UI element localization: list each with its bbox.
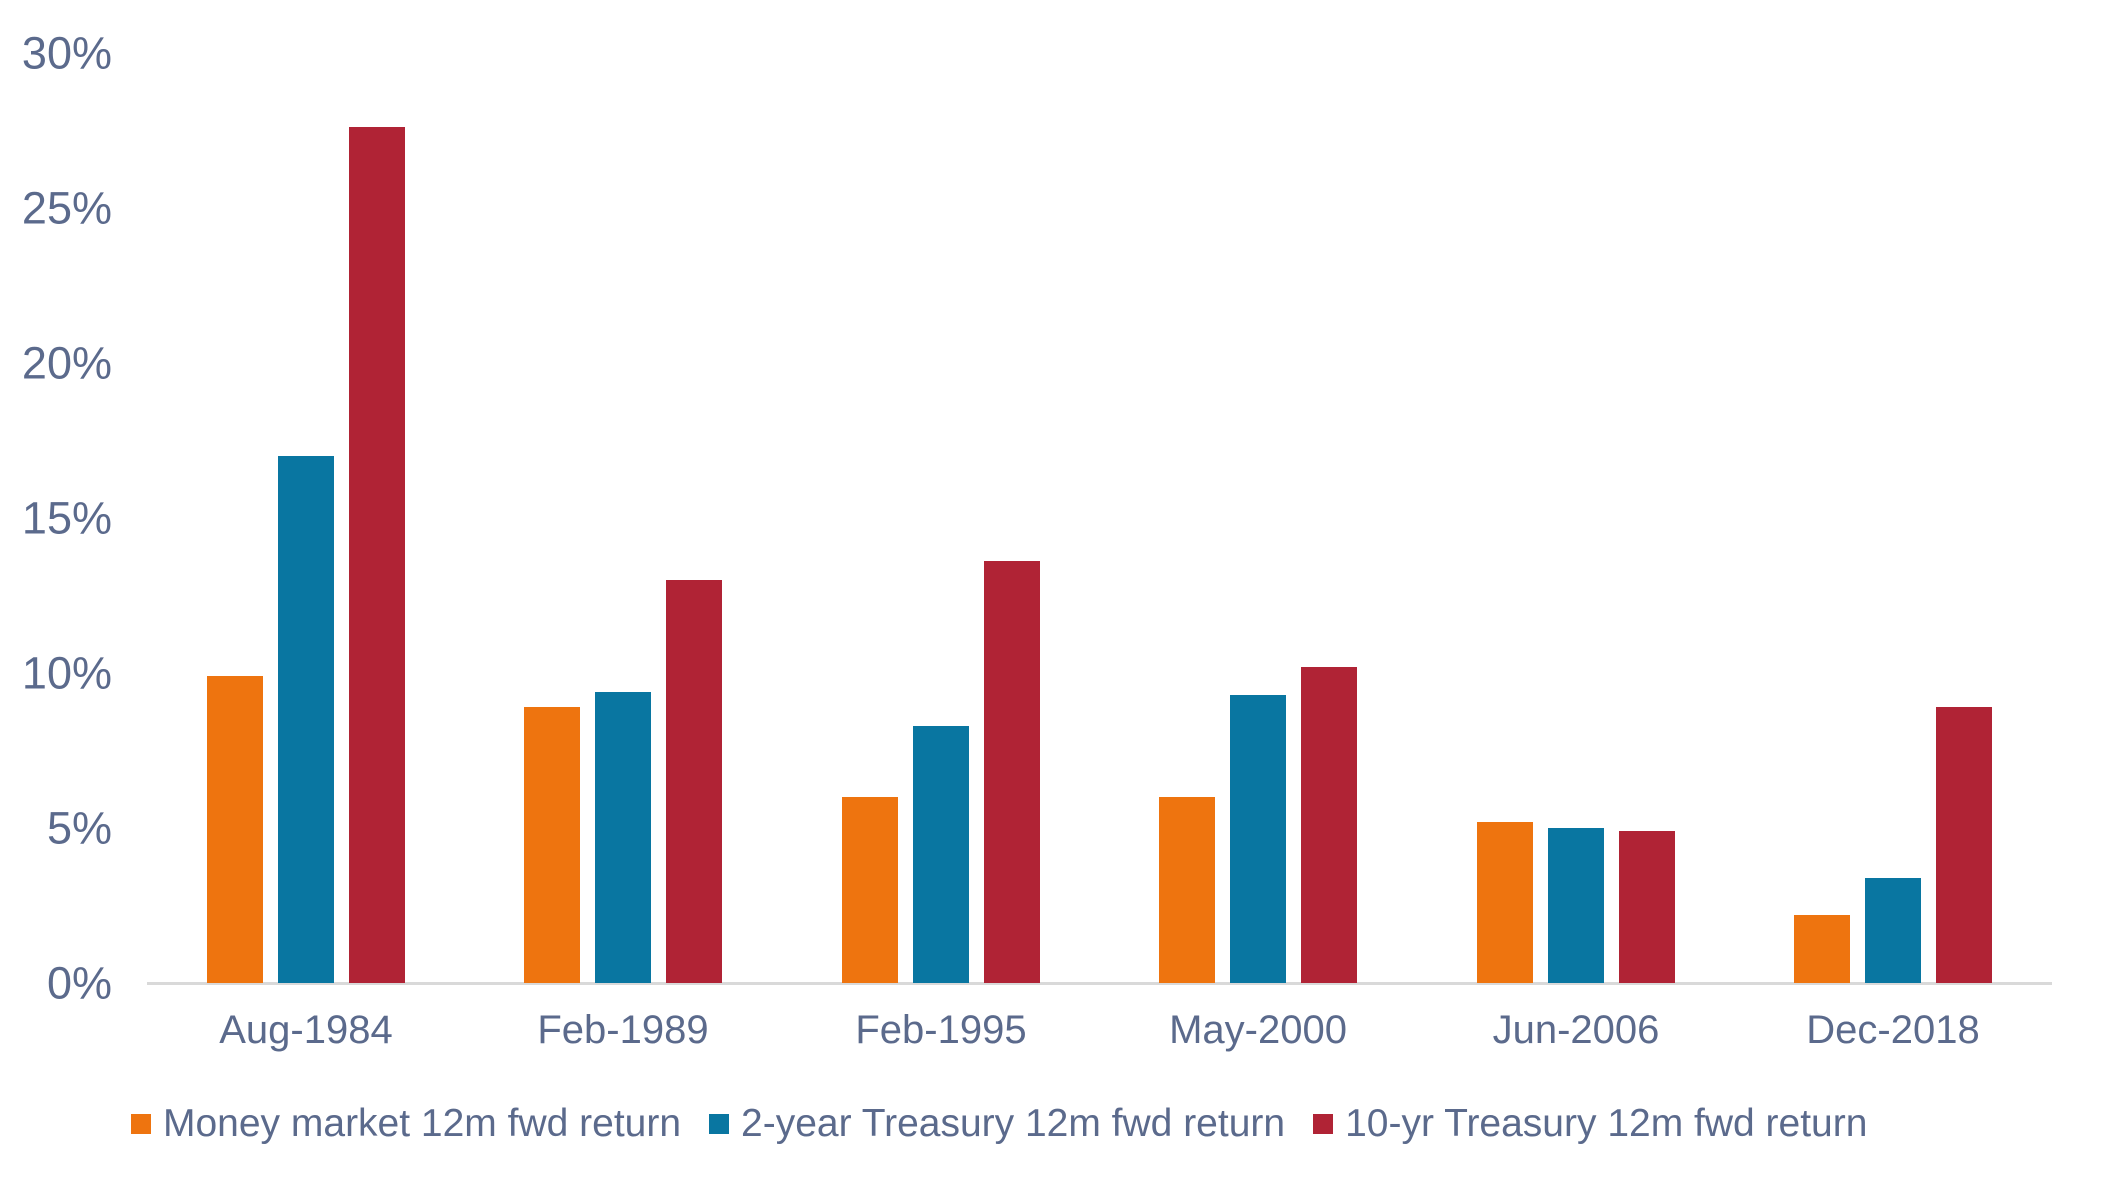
y-tick-label: 15% [21, 492, 112, 544]
y-tick-label: 0% [46, 957, 112, 1009]
legend: Money market 12m fwd return 2-year Treasu… [131, 1100, 1867, 1148]
legend-color-swatch-icon [131, 1114, 151, 1134]
x-category-label: Feb-1995 [855, 1008, 1027, 1052]
x-category-label: Dec-2018 [1806, 1008, 1980, 1052]
bar [1159, 797, 1215, 983]
y-tick-label: 25% [21, 182, 112, 234]
y-tick-label: 10% [21, 647, 112, 699]
bar [1619, 831, 1675, 983]
x-category-label: Jun-2006 [1492, 1008, 1660, 1052]
legend-item: 10-yr Treasury 12m fwd return [1313, 1100, 1867, 1148]
bar [1794, 915, 1850, 983]
y-tick-label: 5% [46, 802, 112, 854]
legend-color-swatch-icon [709, 1114, 730, 1134]
x-category-label: Aug-1984 [219, 1008, 393, 1052]
bar [595, 692, 651, 983]
bar [1548, 828, 1604, 983]
bar [913, 726, 969, 983]
bar [278, 456, 334, 983]
bar [349, 127, 405, 983]
legend-item-label: Money market 12m fwd return [163, 1102, 682, 1145]
x-category-label: Feb-1989 [537, 1008, 709, 1052]
legend-item-label: 10-yr Treasury 12m fwd return [1345, 1102, 1868, 1145]
bar [1230, 695, 1286, 983]
legend-item: 2-year Treasury 12m fwd return [709, 1100, 1285, 1148]
bar [666, 580, 722, 983]
bar [984, 561, 1040, 983]
bar [842, 797, 898, 983]
bar [1936, 707, 1992, 983]
bar [1865, 878, 1921, 983]
legend-item-label: 2-year Treasury 12m fwd return [741, 1102, 1286, 1145]
legend-color-swatch-icon [1313, 1114, 1334, 1134]
x-category-label: May-2000 [1169, 1008, 1347, 1052]
bar [1301, 667, 1357, 983]
bar [207, 676, 263, 983]
x-axis-line [147, 982, 2052, 985]
y-tick-label: 30% [21, 27, 112, 79]
bar [1477, 822, 1533, 983]
bar [524, 707, 580, 983]
y-tick-label: 20% [21, 337, 112, 389]
legend-item: Money market 12m fwd return [131, 1100, 681, 1148]
